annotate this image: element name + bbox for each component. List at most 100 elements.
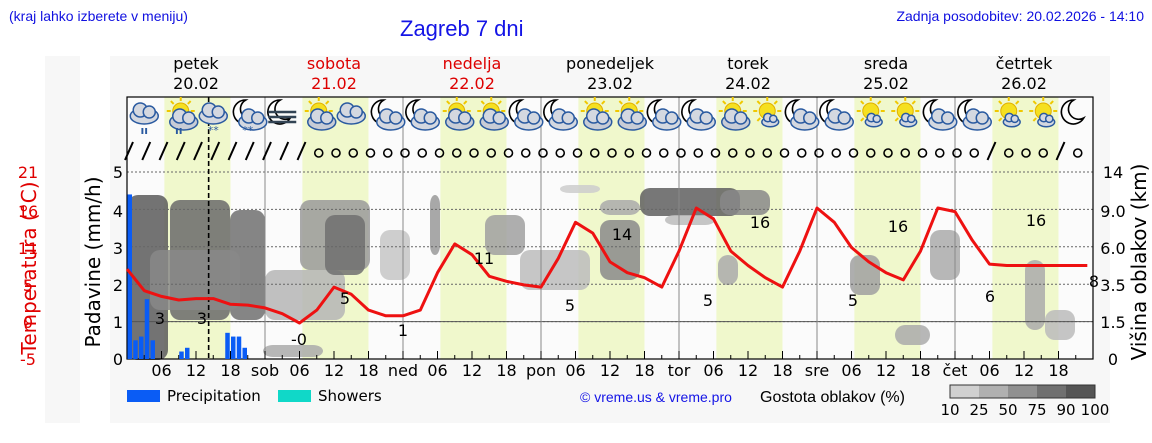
precipitation-bar: [139, 336, 144, 359]
temp-tick-label: 11: [18, 239, 38, 258]
x-tick-label: 12: [600, 361, 620, 380]
precip-tick-label: 2: [113, 276, 123, 295]
day-date: 22.02: [449, 74, 495, 93]
precip-tick-label: 0: [113, 350, 123, 369]
sun-cloud-icon: [718, 97, 751, 131]
temperature-line: [125, 206, 1088, 325]
x-tick-label: 12: [738, 361, 758, 380]
cloud-density-area: [485, 215, 525, 255]
x-tick-label: 12: [324, 361, 344, 380]
cloud-shape: [561, 111, 575, 125]
cloud-rain-icon: [129, 102, 159, 125]
precipitation-axis-title: Padavine (mm/h): [81, 176, 105, 347]
x-tick-label: pon: [526, 361, 556, 380]
moon-cloud-icon: [646, 99, 682, 131]
moon-cloud-icon: [681, 99, 716, 131]
wind-calm-icon: [538, 148, 548, 158]
sun-cloud-rain-icon: [166, 97, 199, 131]
wind-calm-icon: [382, 148, 393, 158]
moon-cloud-icon: [543, 99, 578, 131]
temperature-value-label: 1: [398, 321, 408, 340]
sun-small-cloud-icon: [1029, 97, 1058, 128]
cloud-shape: [211, 105, 225, 119]
cloud-density-tick: 10: [940, 401, 959, 419]
temp-tick-label: 5: [23, 276, 33, 295]
wind-barb: [279, 141, 290, 161]
wind-barb: [175, 141, 186, 161]
x-tick-label: tor: [668, 361, 691, 380]
temperature-value-label: 5: [340, 289, 350, 308]
cloud-shape: [492, 111, 506, 125]
showers-legend-swatch: [278, 390, 311, 402]
moon-cloud-icon: [922, 99, 958, 131]
wind-barb: [1055, 141, 1066, 161]
wind-calm-icon: [417, 148, 428, 158]
wind-calm-icon: [658, 148, 669, 158]
x-tick-label: 18: [634, 361, 654, 380]
cloud-density-swatch: [950, 385, 979, 398]
moon-cloud-snow-icon: [232, 99, 268, 131]
cloud-density-area: [128, 195, 168, 360]
rain-drops: ıı: [140, 124, 148, 137]
cloud-density-legend-title: Gostota oblakov (%): [760, 389, 905, 406]
day-name: torek: [727, 54, 769, 73]
cloud-shape: [941, 111, 955, 125]
temperature-value-label: 16: [750, 213, 770, 232]
sun-ray: [480, 100, 485, 105]
daylight-band: [854, 97, 921, 359]
sun-ray: [1049, 100, 1054, 105]
precipitation-bar: [242, 347, 247, 359]
sun-cloud-icon: [615, 97, 647, 131]
wind-calm-icon: [831, 148, 842, 158]
sun-ray: [325, 100, 330, 105]
cloud-shape: [699, 111, 713, 125]
wind-calm-icon: [555, 148, 566, 158]
x-tick-label: 18: [496, 361, 516, 380]
sun-small-cloud-icon: [994, 97, 1023, 128]
cloud-density-swatch: [1066, 385, 1095, 398]
wind-barb: [158, 141, 169, 161]
moon-cloud-icon: [508, 99, 544, 131]
rain-drops: ıı: [175, 124, 183, 137]
x-tick-label: 12: [462, 361, 482, 380]
temperature-value-label: 16: [1026, 211, 1046, 230]
sun-ray: [1032, 100, 1037, 105]
wind-calm-icon: [313, 148, 324, 158]
last-update: Zadnja posodobitev: 20.02.2026 - 14:10: [896, 8, 1144, 24]
cloud-height-tick-label: 6.0: [1100, 239, 1125, 258]
cloud-shape: [734, 111, 748, 125]
cloud-density-scale-frame: [949, 384, 1096, 399]
wind-calm-icon: [1021, 148, 1031, 158]
cloud-density-area: [718, 255, 738, 285]
wind-calm-icon: [900, 148, 911, 158]
wind-barb: [193, 141, 203, 161]
cloud-density-area: [895, 325, 930, 345]
day-date: 26.02: [1001, 74, 1047, 93]
temperature-value-label: 8: [1089, 272, 1099, 291]
precipitation-bar: [231, 336, 236, 359]
wind-barb: [986, 141, 997, 161]
temp-tick-label: 21: [18, 163, 38, 182]
cloud-shape: [768, 114, 778, 124]
precipitation-bar: [150, 340, 155, 359]
daylight-band: [716, 97, 783, 359]
sun-small-cloud-icon: [856, 97, 885, 128]
moon-cloud-icon: [370, 99, 406, 131]
wind-calm-icon: [676, 148, 686, 158]
moon-fog-icon: [267, 99, 297, 125]
cloud-icon: [336, 102, 366, 125]
temp-tick-label: 16: [18, 202, 38, 221]
location-hint[interactable]: (kraj lahko izberete v meniju): [9, 8, 188, 24]
wind-calm-icon: [503, 148, 514, 158]
temperature-value-label: -0: [291, 330, 307, 349]
wind-calm-icon: [969, 148, 980, 158]
x-tick-label: 18: [1048, 361, 1068, 380]
temperature-value-label: 5: [848, 291, 858, 310]
wind-calm-icon: [400, 148, 410, 158]
day-name: ponedeljek: [566, 54, 655, 73]
wind-calm-icon: [607, 148, 617, 158]
temperature-value-label: 5: [703, 291, 713, 310]
wind-calm-icon: [451, 148, 462, 158]
wind-calm-icon: [1038, 148, 1049, 158]
